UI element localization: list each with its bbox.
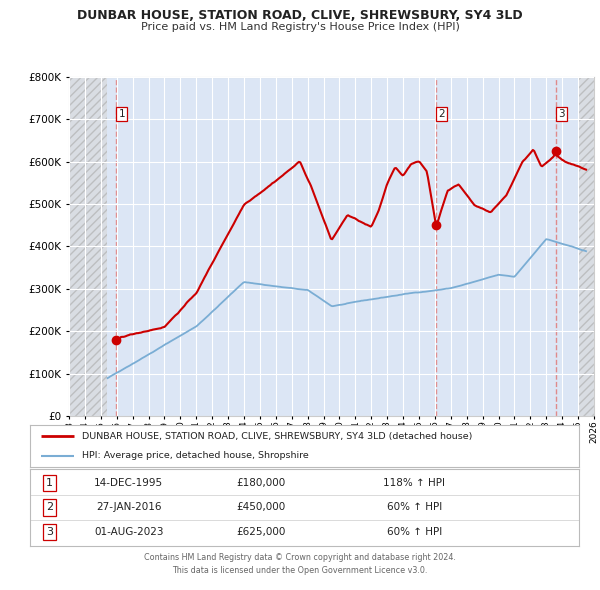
Text: 01-AUG-2023: 01-AUG-2023 <box>94 527 164 537</box>
Text: Contains HM Land Registry data © Crown copyright and database right 2024.: Contains HM Land Registry data © Crown c… <box>144 553 456 562</box>
Text: £625,000: £625,000 <box>236 527 285 537</box>
Text: This data is licensed under the Open Government Licence v3.0.: This data is licensed under the Open Gov… <box>172 566 428 575</box>
Bar <box>578 77 594 416</box>
Text: 14-DEC-1995: 14-DEC-1995 <box>94 478 163 488</box>
Text: Price paid vs. HM Land Registry's House Price Index (HPI): Price paid vs. HM Land Registry's House … <box>140 22 460 32</box>
Text: 60% ↑ HPI: 60% ↑ HPI <box>386 503 442 512</box>
Text: 3: 3 <box>46 527 53 537</box>
Text: 2: 2 <box>46 503 53 512</box>
Text: 118% ↑ HPI: 118% ↑ HPI <box>383 478 445 488</box>
Text: 1: 1 <box>118 109 125 119</box>
Text: 1: 1 <box>46 478 53 488</box>
Text: DUNBAR HOUSE, STATION ROAD, CLIVE, SHREWSBURY, SY4 3LD (detached house): DUNBAR HOUSE, STATION ROAD, CLIVE, SHREW… <box>82 432 473 441</box>
Text: 2: 2 <box>439 109 445 119</box>
Text: HPI: Average price, detached house, Shropshire: HPI: Average price, detached house, Shro… <box>82 451 309 460</box>
Bar <box>69 77 107 416</box>
Text: £450,000: £450,000 <box>236 503 285 512</box>
Text: DUNBAR HOUSE, STATION ROAD, CLIVE, SHREWSBURY, SY4 3LD: DUNBAR HOUSE, STATION ROAD, CLIVE, SHREW… <box>77 9 523 22</box>
Text: 3: 3 <box>558 109 565 119</box>
Text: 27-JAN-2016: 27-JAN-2016 <box>96 503 161 512</box>
Text: 60% ↑ HPI: 60% ↑ HPI <box>386 527 442 537</box>
Text: £180,000: £180,000 <box>236 478 285 488</box>
